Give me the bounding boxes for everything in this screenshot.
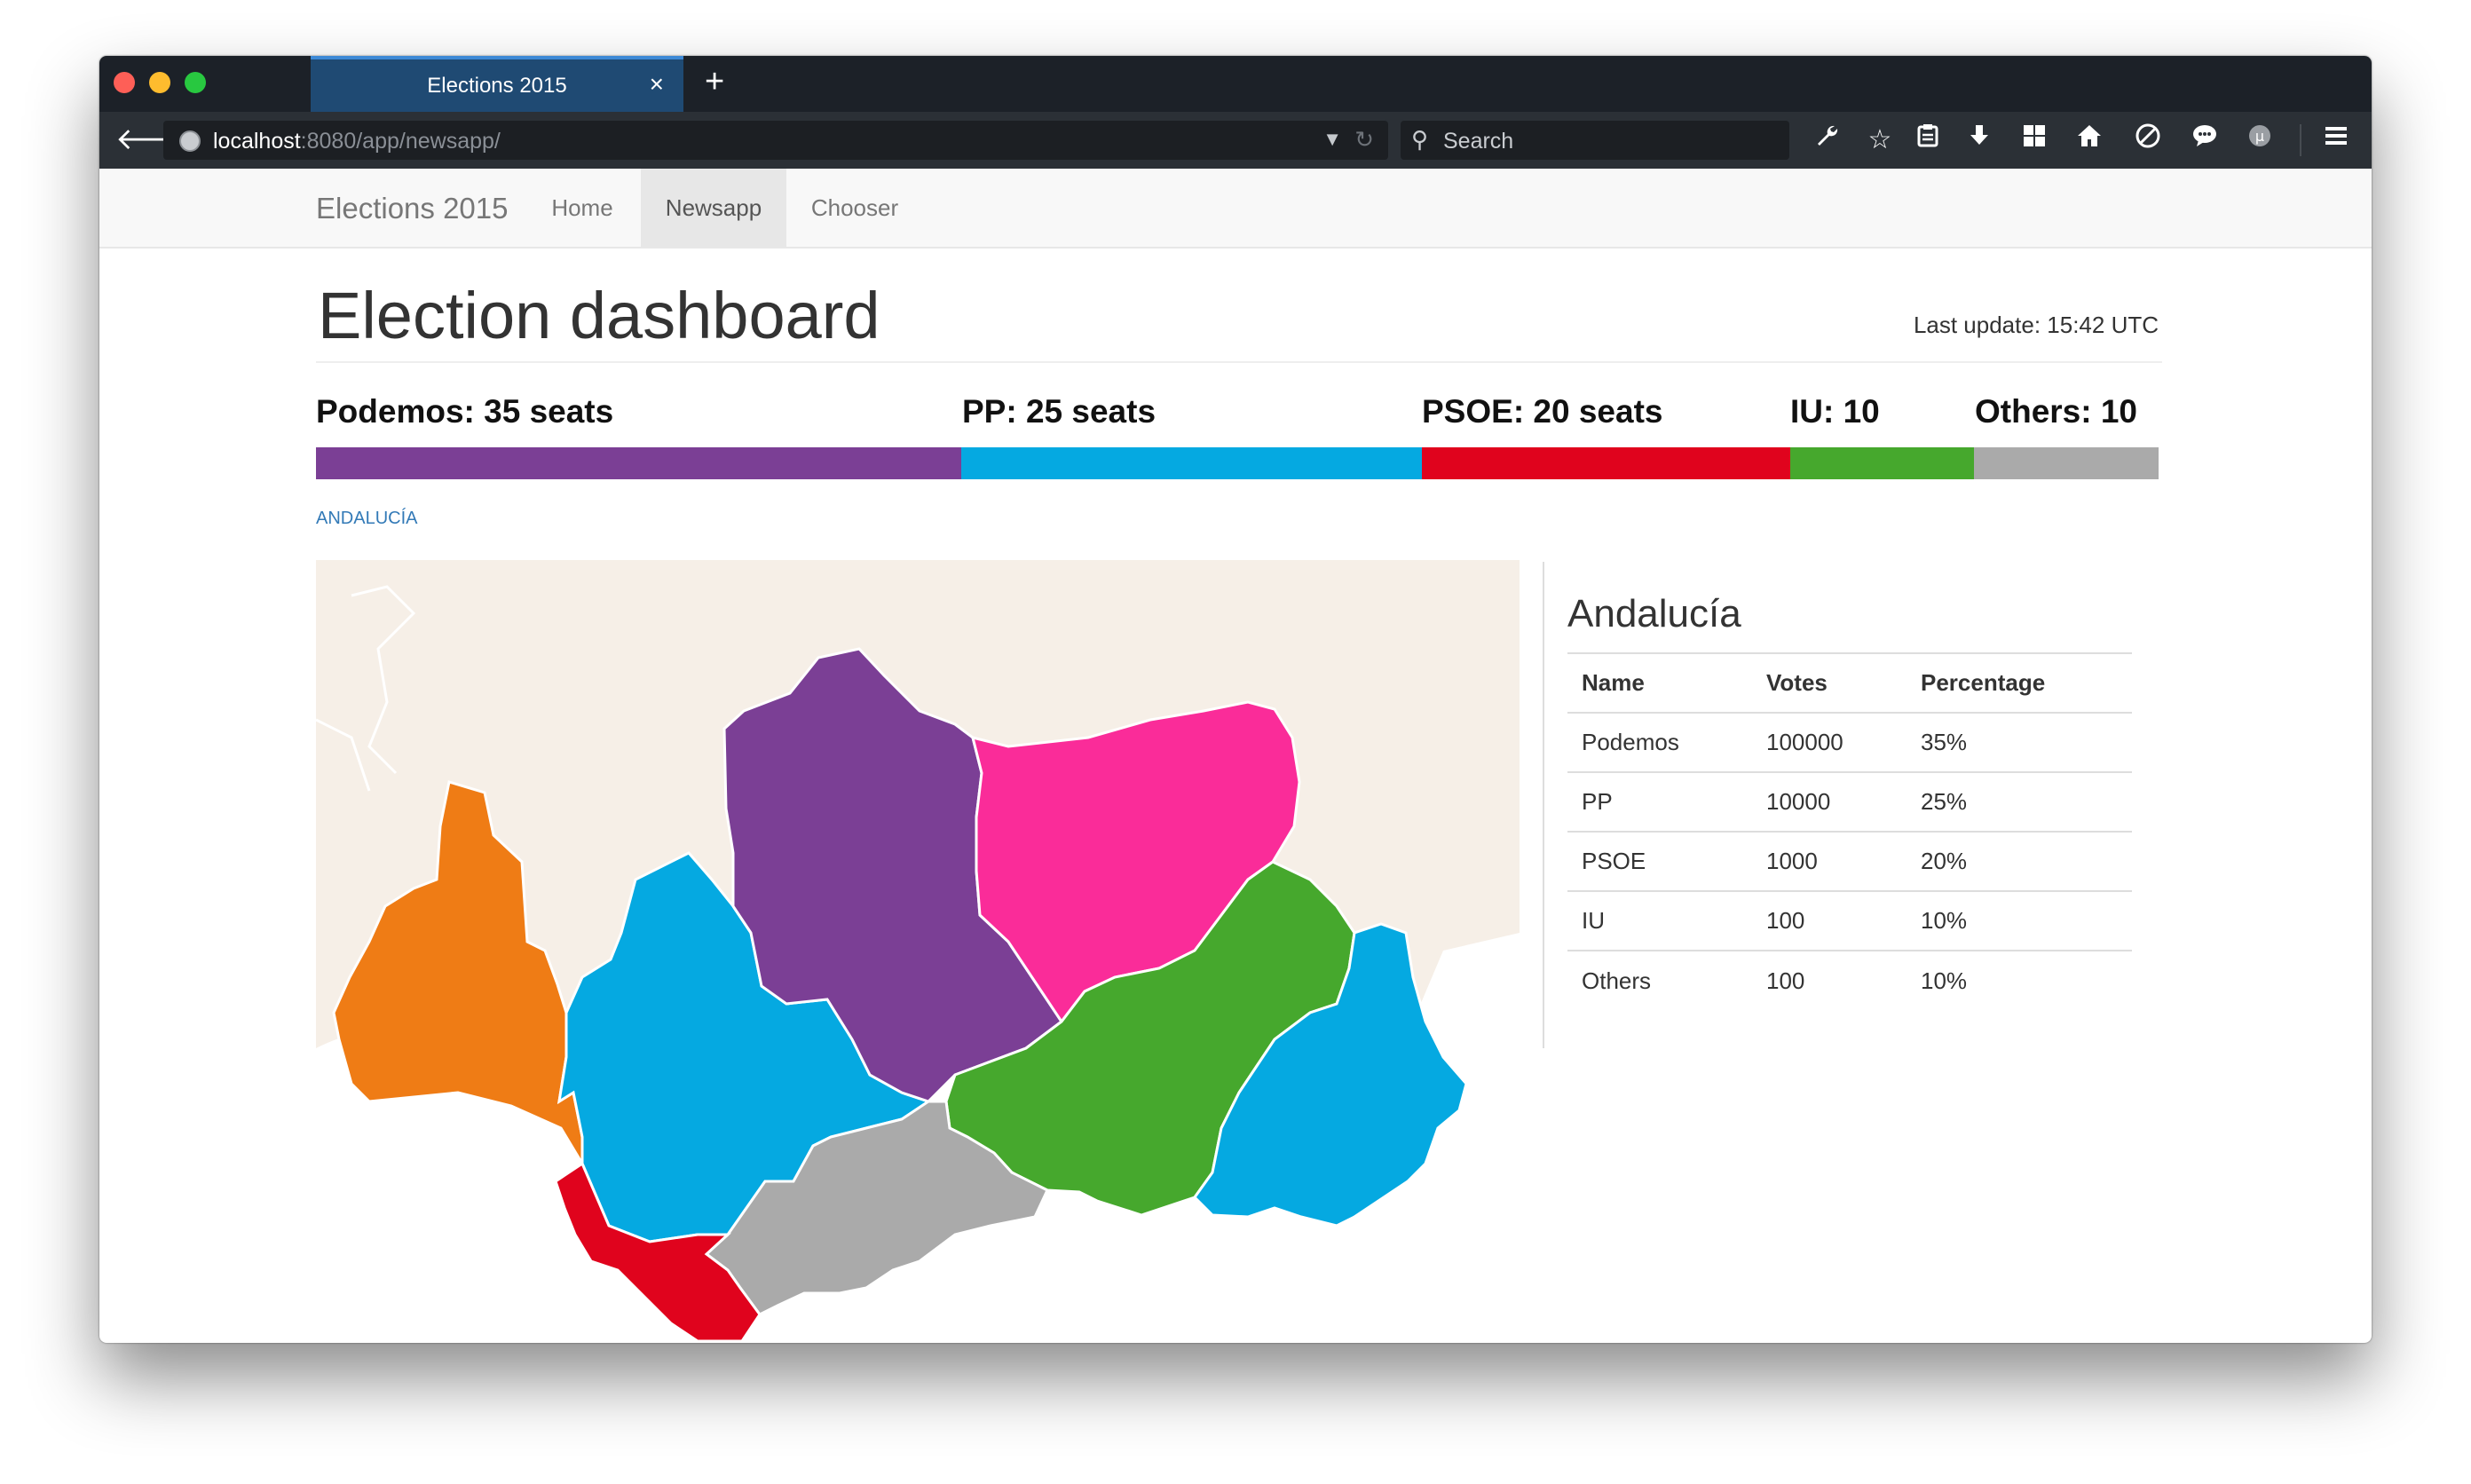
page-title: Election dashboard [318,279,880,352]
back-button[interactable]: 🡐 [115,122,197,156]
vote-count: 100000 [1752,712,1907,772]
vote-count: 1000 [1752,831,1907,891]
column-header-percentage: Percentage [1907,652,2132,714]
url-bar[interactable]: localhost:8080/app/newsapp/ ▼ ↻ [163,121,1388,160]
breadcrumb[interactable]: ANDALUCÍA [316,509,418,528]
seat-label-others: Others: 10 [1975,393,2138,430]
vote-percentage: 35% [1907,712,2132,772]
navbar-brand[interactable]: Elections 2015 [316,192,509,225]
download-icon[interactable] [1962,122,1997,158]
seat-distribution-bar [316,447,2159,479]
reading-list-icon[interactable] [1910,122,1946,158]
home-icon[interactable] [2072,122,2107,158]
vote-percentage: 25% [1907,771,2132,832]
province-huelva[interactable] [332,780,584,1169]
party-name: PP [1567,771,1752,832]
seat-segment-others [1974,447,2159,479]
seat-segment-iu [1789,447,1975,479]
svg-text:μ: μ [2255,128,2264,145]
nav-chooser[interactable]: Chooser [810,194,899,221]
ublock-icon[interactable]: μ [2242,122,2278,158]
table-row: IU 100 10% [1567,890,2132,951]
maximize-window-button[interactable] [185,72,206,93]
andalucia-map[interactable] [316,560,1520,1341]
last-update: Last update: 15:42 UTC [1913,312,2159,338]
new-tab-button[interactable]: + [705,63,725,100]
bookmark-star-icon[interactable]: ☆ [1867,125,1892,154]
party-name: Others [1567,950,1752,1010]
tab-bar: Elections 2015 × + [99,56,2372,112]
border-line [316,718,371,792]
minimize-window-button[interactable] [149,72,170,93]
border-line [351,585,416,775]
vote-count: 10000 [1752,771,1907,832]
url-text[interactable]: localhost:8080/app/newsapp/ [213,129,501,154]
column-header-name: Name [1567,652,1752,714]
url-path: :8080/app/newsapp/ [300,129,501,154]
seat-segment-pp [960,447,1422,479]
province-cadiz[interactable] [554,1161,762,1341]
wrench-icon[interactable] [1809,122,1844,158]
seat-label-pp: PP: 25 seats [962,393,1157,430]
globe-icon [179,130,201,152]
browser-tab[interactable]: Elections 2015 × [311,56,683,112]
region-title: Andalucía [1567,592,1741,635]
seat-segment-podemos [316,447,961,479]
party-name: IU [1567,890,1752,951]
results-table: Name Votes Percentage Podemos 100000 35%… [1567,652,2132,1010]
grid-icon[interactable] [2017,122,2052,158]
vote-count: 100 [1752,890,1907,951]
table-row: PP 10000 25% [1567,771,2132,832]
header-divider [316,361,2162,363]
nav-newsapp[interactable]: Newsapp [641,169,786,247]
vote-percentage: 10% [1907,950,2132,1010]
toolbar-separator [2300,124,2301,156]
seat-label-psoe: PSOE: 20 seats [1422,393,1663,430]
browser-toolbar: 🡐 localhost:8080/app/newsapp/ ▼ ↻ ⚲ Sear… [99,112,2372,169]
table-row: PSOE 1000 20% [1567,831,2132,891]
chat-icon[interactable] [2187,122,2222,158]
party-name: PSOE [1567,831,1752,891]
table-header-row: Name Votes Percentage [1567,652,2132,714]
party-name: Podemos [1567,712,1752,772]
vote-percentage: 10% [1907,890,2132,951]
chevron-down-icon[interactable]: ▼ [1322,128,1342,150]
close-tab-icon[interactable]: × [649,70,664,98]
panel-divider [1543,562,1544,1048]
column-header-votes: Votes [1752,652,1907,714]
url-host: localhost [213,129,301,154]
seat-label-iu: IU: 10 [1790,393,1880,430]
search-bar[interactable]: ⚲ Search [1401,121,1789,160]
nav-home[interactable]: Home [551,194,613,221]
menu-icon[interactable] [2318,122,2354,158]
browser-window: Elections 2015 × + 🡐 localhost:8080/app/… [99,56,2372,1343]
vote-count: 100 [1752,950,1907,1010]
search-input[interactable]: Search [1443,129,1514,154]
table-row: Podemos 100000 35% [1567,712,2132,772]
reload-icon[interactable]: ↻ [1354,126,1374,153]
province-almeria[interactable] [1193,922,1468,1227]
vote-percentage: 20% [1907,831,2132,891]
seat-segment-psoe [1421,447,1790,479]
search-icon: ⚲ [1411,126,1429,153]
seat-label-podemos: Podemos: 35 seats [316,393,614,430]
tab-title: Elections 2015 [427,74,567,98]
table-row: Others 100 10% [1567,950,2132,1010]
blocked-icon[interactable] [2130,122,2166,158]
app-navbar: Elections 2015 Home Newsapp Chooser [99,169,2372,249]
close-window-button[interactable] [114,72,135,93]
